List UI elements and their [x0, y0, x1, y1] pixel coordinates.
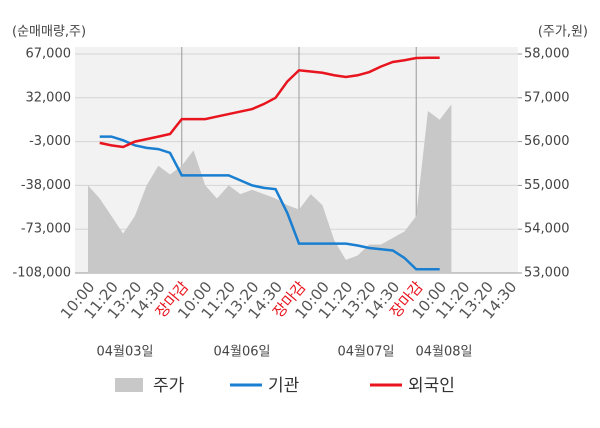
y-tick-label: -3,000	[29, 134, 71, 149]
y2-axis-label: (주가,원)	[538, 25, 588, 40]
date-label: 04월06일	[213, 345, 270, 360]
legend-label: 외국인	[408, 376, 455, 396]
y-tick-label: -38,000	[21, 178, 71, 193]
y2-tick-label: 53,000	[524, 266, 570, 281]
date-label: 04월07일	[337, 345, 394, 360]
y2-tick-label: 57,000	[524, 90, 570, 105]
y2-tick-label: 58,000	[524, 47, 570, 62]
y2-tick-label: 54,000	[524, 222, 570, 237]
y2-tick-label: 56,000	[524, 134, 570, 149]
series-line	[99, 135, 440, 271]
y-tick-label: -73,000	[21, 222, 71, 237]
legend-label: 기관	[268, 376, 299, 396]
y-axis-label: (순매매량,주)	[12, 25, 86, 40]
legend-swatch	[115, 378, 143, 392]
date-label: 04월08일	[415, 345, 472, 360]
y-tick-label: 32,000	[26, 90, 72, 105]
price-area	[88, 104, 452, 274]
y2-tick-label: 55,000	[524, 178, 570, 193]
legend-label: 주가	[153, 376, 185, 396]
y-tick-label: -108,000	[13, 266, 71, 281]
date-label: 04월03일	[96, 345, 153, 360]
series-line	[99, 56, 440, 149]
y-tick-label: 67,000	[26, 47, 72, 62]
